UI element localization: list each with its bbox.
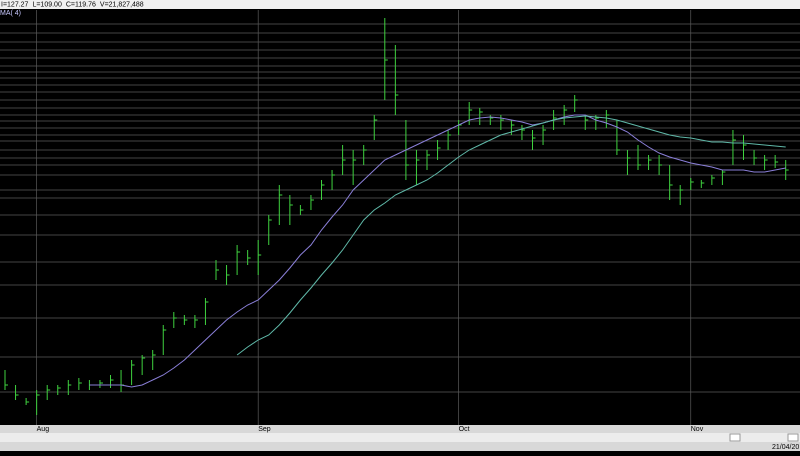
time-axis xyxy=(0,425,800,433)
status-bar xyxy=(0,442,800,451)
info-bar xyxy=(0,0,800,9)
study-label: MA( 4) xyxy=(0,10,21,17)
info-value: L=109.00 xyxy=(32,1,61,8)
date-label: 21/04/20 xyxy=(772,444,799,451)
x-tick-label: Oct xyxy=(459,426,470,433)
info-value: I=127.27 xyxy=(1,1,29,8)
x-tick-label: Aug xyxy=(37,426,50,433)
x-tick-label: Nov xyxy=(691,426,704,433)
moving-average xyxy=(89,114,786,388)
scroll-left-button[interactable] xyxy=(729,433,741,442)
info-value: V=21,827,488 xyxy=(100,1,144,8)
plot-area xyxy=(0,9,800,425)
info-value: C=119.76 xyxy=(66,1,96,8)
scroll-right-button[interactable] xyxy=(787,433,799,442)
x-tick-label: Sep xyxy=(258,426,271,433)
moving-average xyxy=(236,115,786,356)
scrollbar[interactable] xyxy=(0,433,800,442)
